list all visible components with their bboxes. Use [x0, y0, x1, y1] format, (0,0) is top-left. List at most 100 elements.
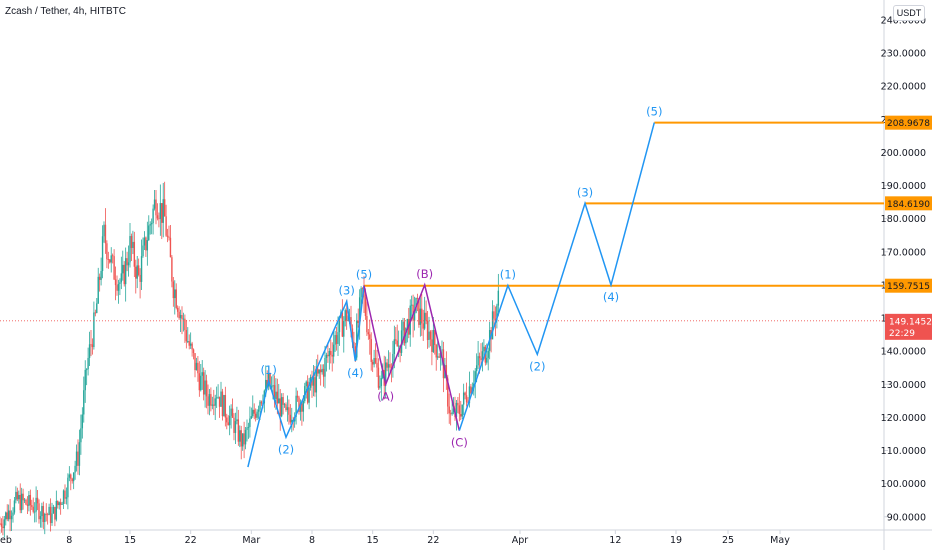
candle-body	[6, 512, 8, 520]
candle	[149, 221, 151, 235]
candle	[123, 261, 125, 287]
candle-body	[231, 408, 234, 418]
candle	[101, 225, 104, 279]
candle	[341, 299, 344, 338]
candle-body	[223, 395, 225, 417]
candle	[152, 204, 154, 235]
wave-line	[363, 282, 461, 431]
candle-body	[165, 216, 167, 236]
candle	[295, 387, 297, 425]
wave-count[interactable]: (1) (2) (3) (4) (5)	[247, 268, 372, 468]
candle-body	[432, 330, 435, 352]
candle	[273, 375, 276, 408]
candle-body	[38, 503, 40, 520]
candle	[64, 484, 66, 504]
level-price-label: 208.9678	[887, 119, 930, 129]
candle	[497, 273, 500, 317]
candle	[19, 483, 21, 514]
candle-body	[122, 264, 124, 274]
candle	[90, 330, 92, 357]
y-tick-label: 120.0000	[881, 413, 926, 424]
candle	[65, 487, 68, 505]
candle	[291, 407, 293, 433]
candle	[106, 240, 108, 269]
candle	[85, 368, 88, 386]
candle	[78, 429, 81, 476]
candle-body	[438, 356, 440, 358]
candle	[135, 259, 137, 294]
candle-body	[83, 390, 85, 415]
candle-body	[494, 318, 497, 321]
candle-body	[143, 237, 146, 246]
candle	[202, 367, 205, 401]
candle-body	[468, 386, 471, 404]
candle-body	[52, 506, 55, 514]
candle	[214, 394, 216, 421]
candle-body	[252, 409, 254, 417]
candle	[233, 413, 235, 441]
candle-body	[400, 330, 403, 353]
candle	[493, 305, 495, 329]
chart-title: Zcash / Tether, 4h, HITBTC	[5, 6, 126, 17]
candle	[220, 381, 222, 407]
candle	[296, 390, 299, 402]
candle-body	[114, 279, 117, 286]
candle-body	[26, 504, 29, 506]
candle-body	[256, 411, 258, 418]
candle-body	[195, 362, 198, 371]
candle	[94, 309, 97, 317]
candle	[3, 515, 6, 538]
candle-body	[16, 491, 19, 500]
candle	[392, 340, 394, 378]
wave-label: (3)	[339, 283, 355, 297]
y-tick-label: 180.0000	[881, 214, 926, 225]
candle	[247, 422, 250, 439]
current-price-time: 22:29	[889, 329, 915, 339]
candle	[464, 391, 466, 400]
candle	[46, 512, 49, 525]
wave-count[interactable]: (1) (2) (3) (4) (5)	[458, 105, 662, 431]
candle-body	[130, 236, 133, 248]
x-tick-label: 15	[367, 535, 379, 546]
candle	[54, 506, 56, 527]
candle-body	[422, 323, 424, 329]
candle-body	[10, 515, 13, 520]
candle	[379, 375, 381, 390]
candle-body	[153, 199, 156, 209]
candle-body	[145, 237, 147, 251]
candle	[227, 415, 229, 426]
candle	[159, 184, 162, 236]
candle-body	[98, 276, 101, 280]
candle	[370, 332, 372, 371]
x-tick-label: 25	[722, 535, 734, 546]
candle-body	[156, 215, 159, 219]
candle-body	[36, 497, 39, 504]
x-tick-label: Mar	[242, 535, 260, 546]
candle-body	[418, 298, 420, 325]
candle-body	[110, 255, 112, 263]
candle	[330, 339, 332, 364]
candle-body	[358, 297, 361, 324]
candle	[188, 334, 190, 350]
candle	[117, 279, 120, 304]
wave-count[interactable]: (A) (B) (C)	[363, 267, 468, 450]
candle-body	[239, 430, 241, 442]
candle-body	[189, 343, 192, 346]
currency-unit-button[interactable]: USDT	[893, 5, 925, 21]
candle	[33, 502, 36, 523]
candle-body	[314, 377, 316, 393]
candle-body	[276, 391, 279, 404]
candle	[285, 402, 287, 412]
candle-body	[328, 350, 331, 357]
candle-body	[431, 339, 433, 352]
candle-body	[77, 451, 79, 466]
candle-body	[204, 380, 206, 395]
candle-body	[188, 341, 190, 346]
candle	[45, 503, 47, 522]
candle	[436, 341, 439, 360]
candle-body	[107, 259, 110, 261]
candle	[100, 257, 102, 286]
candle-body	[447, 378, 449, 407]
wave-label: (1)	[500, 268, 516, 282]
